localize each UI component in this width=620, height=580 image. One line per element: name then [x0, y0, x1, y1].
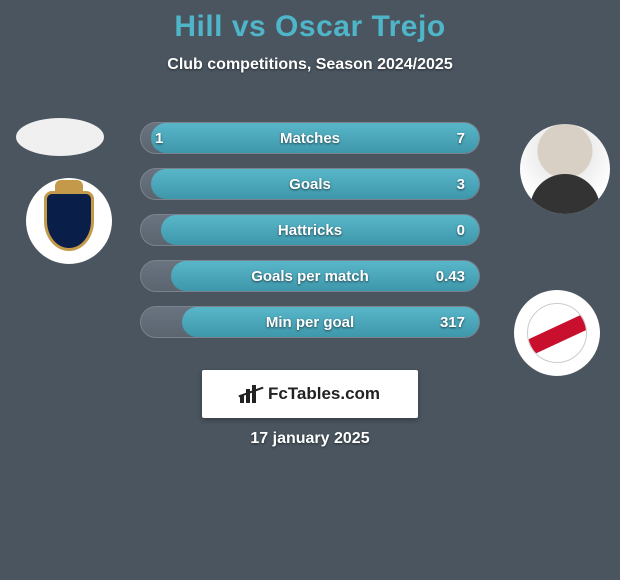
brand-badge: FcTables.com — [202, 370, 418, 418]
player-photo-left — [16, 118, 104, 156]
stat-right-value: 7 — [457, 123, 465, 155]
stat-right-value: 0.43 — [436, 261, 465, 293]
brand-text: FcTables.com — [268, 384, 380, 404]
stat-right-value: 3 — [457, 169, 465, 201]
stat-label: Matches — [141, 123, 479, 155]
stat-right-value: 0 — [457, 215, 465, 247]
club-badge-left — [26, 178, 112, 264]
stat-label: Min per goal — [141, 307, 479, 339]
stat-row: Goals 3 — [140, 168, 480, 200]
stat-row: Min per goal 317 — [140, 306, 480, 338]
page-title: Hill vs Oscar Trejo — [0, 10, 620, 44]
stat-label: Goals — [141, 169, 479, 201]
stat-label: Goals per match — [141, 261, 479, 293]
stat-bars: 1 Matches 7 Goals 3 Hattricks 0 Goals pe… — [140, 122, 480, 352]
stat-right-value: 317 — [440, 307, 465, 339]
comparison-infographic: Hill vs Oscar Trejo Club competitions, S… — [0, 0, 620, 580]
stat-row: Hattricks 0 — [140, 214, 480, 246]
stat-row: Goals per match 0.43 — [140, 260, 480, 292]
osasuna-crest-icon — [44, 191, 94, 251]
bar-chart-icon — [240, 385, 262, 403]
stat-label: Hattricks — [141, 215, 479, 247]
stat-row: 1 Matches 7 — [140, 122, 480, 154]
club-badge-right — [514, 290, 600, 376]
rayo-crest-icon — [527, 303, 587, 363]
date-label: 17 january 2025 — [0, 430, 620, 448]
player-photo-right — [520, 124, 610, 214]
page-subtitle: Club competitions, Season 2024/2025 — [0, 56, 620, 74]
